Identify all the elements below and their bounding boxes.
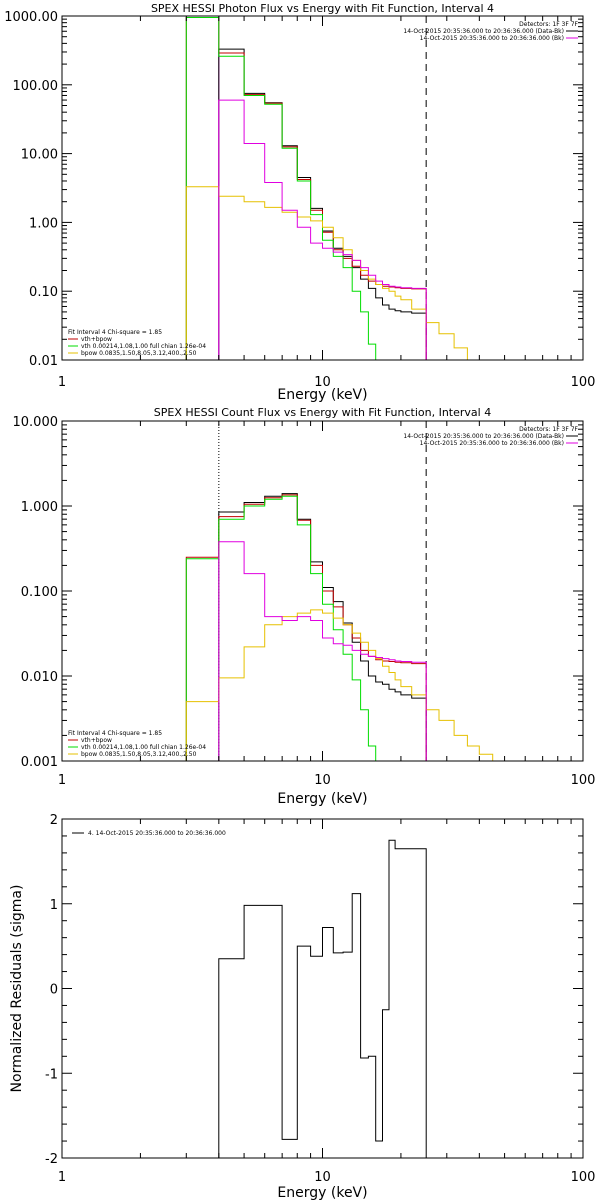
legend-entry: Fit Interval 4 Chi-square = 1.85 bbox=[68, 329, 162, 336]
legend-entry: 4. 14-Oct-2015 20:35:36.000 to 20:36:36.… bbox=[88, 830, 226, 837]
y-tick-label: 1.00 bbox=[29, 216, 58, 231]
axes-frame bbox=[61, 818, 584, 1159]
y-tick-label: 0.10 bbox=[29, 285, 58, 300]
y-tick-label: 2 bbox=[50, 813, 58, 828]
y-tick-label: -2 bbox=[45, 1152, 58, 1167]
y-tick-label: 10.00 bbox=[21, 148, 58, 163]
series-line-5 bbox=[218, 541, 439, 761]
legend-entry: vth 0.00214,1.08,1.00 full chian 1.26e-0… bbox=[81, 744, 206, 751]
series-line-2 bbox=[185, 494, 427, 761]
y-tick-label: 1000.00 bbox=[4, 10, 58, 25]
series-line-4 bbox=[185, 186, 468, 360]
axes-frame bbox=[61, 15, 584, 361]
series-line-4 bbox=[185, 609, 494, 761]
header-line: 14-Oct-2015 20:35:36.000 to 20:36:36.000… bbox=[420, 35, 564, 42]
y-tick-label: 0.010 bbox=[21, 670, 58, 685]
x-axis-label: Energy (keV) bbox=[277, 387, 367, 403]
y-tick-label: 0.01 bbox=[29, 354, 58, 369]
y-axis: -2 -1 0 1 2 Normalized Residuals (sigma) bbox=[9, 813, 583, 1167]
plot-area bbox=[185, 421, 494, 761]
legend-entry: vth 0.00214,1.08,1.00 full chian 1.26e-0… bbox=[81, 343, 206, 350]
header-line: 14-Oct-2015 20:35:36.000 to 20:36:36.000… bbox=[403, 28, 564, 35]
x-tick-label: 1 bbox=[58, 1170, 66, 1185]
x-tick-label: 10 bbox=[314, 773, 331, 788]
x-tick-label: 100 bbox=[571, 1170, 596, 1185]
chart-panel-3: 1 10 100 Energy (keV) -2 -1 0 1 2 Normalized Resi… bbox=[9, 813, 595, 1200]
y-axis: 0.001 0.010 0.100 1.000 10.000 bbox=[13, 415, 583, 770]
header-line: 14-Oct-2015 20:35:36.000 to 20:36:36.000… bbox=[420, 440, 564, 447]
x-tick-label: 1 bbox=[58, 773, 66, 788]
x-tick-label: 100 bbox=[571, 773, 596, 788]
y-tick-label: 0.100 bbox=[21, 585, 58, 600]
legend-entry: vth+bpow bbox=[81, 336, 112, 343]
x-axis: 1 10 100 Energy (keV) bbox=[58, 421, 596, 807]
x-axis: 1 10 100 Energy (keV) bbox=[58, 819, 596, 1200]
legend: Fit Interval 4 Chi-square = 1.85vth+bpow… bbox=[68, 730, 206, 758]
x-tick-label: 10 bbox=[314, 1170, 331, 1185]
y-tick-label: 1 bbox=[50, 898, 58, 913]
series-line-3 bbox=[185, 495, 383, 761]
x-tick-label: 100 bbox=[571, 375, 596, 390]
series-line-3 bbox=[185, 17, 383, 360]
y-tick-label: 0 bbox=[50, 983, 58, 998]
chart-title: SPEX HESSI Count Flux vs Energy with Fit… bbox=[154, 406, 491, 419]
header-line: Detectors: 1F 3F 7F bbox=[519, 21, 578, 28]
legend-entry: vth+bpow bbox=[81, 737, 112, 744]
y-tick-label: 100.00 bbox=[13, 79, 59, 94]
plot-area bbox=[218, 839, 427, 1158]
y-tick-label: 10.000 bbox=[13, 415, 59, 430]
x-tick-label: 10 bbox=[314, 375, 331, 390]
x-axis-label: Energy (keV) bbox=[277, 1185, 367, 1200]
series-line-1 bbox=[218, 839, 427, 1158]
y-axis-label: Normalized Residuals (sigma) bbox=[9, 885, 25, 1093]
plot-area bbox=[185, 16, 468, 360]
legend: Fit Interval 4 Chi-square = 1.85vth+bpow… bbox=[68, 329, 206, 357]
x-axis: 1 10 100 Energy (keV) bbox=[58, 16, 596, 403]
legend-entry: bpow 0.0835,1.50,8.05,3.12,400.,2.50 bbox=[81, 751, 197, 758]
series-line-5 bbox=[218, 99, 439, 360]
header-line: Detectors: 1F 3F 7F bbox=[519, 426, 578, 433]
y-tick-label: -1 bbox=[45, 1067, 58, 1082]
chart-panel-2: SPEX HESSI Count Flux vs Energy with Fit… bbox=[13, 406, 596, 807]
y-tick-label: 1.000 bbox=[21, 500, 58, 515]
y-tick-label: 0.001 bbox=[21, 755, 58, 770]
chart-panel-1: SPEX HESSI Photon Flux vs Energy with Fi… bbox=[4, 2, 595, 403]
legend: 4. 14-Oct-2015 20:35:36.000 to 20:36:36.… bbox=[72, 830, 226, 837]
legend-entry: bpow 0.0835,1.50,8.05,3.12,400.,2.50 bbox=[81, 350, 197, 357]
chart-title: SPEX HESSI Photon Flux vs Energy with Fi… bbox=[151, 2, 494, 15]
header-line: 14-Oct-2015 20:35:36.000 to 20:36:36.000… bbox=[403, 433, 564, 440]
legend-entry: Fit Interval 4 Chi-square = 1.85 bbox=[68, 730, 162, 737]
x-axis-label: Energy (keV) bbox=[277, 791, 367, 807]
x-tick-label: 1 bbox=[58, 375, 66, 390]
y-axis: 0.01 0.10 1.00 10.00 100.00 1000.00 bbox=[4, 10, 583, 369]
